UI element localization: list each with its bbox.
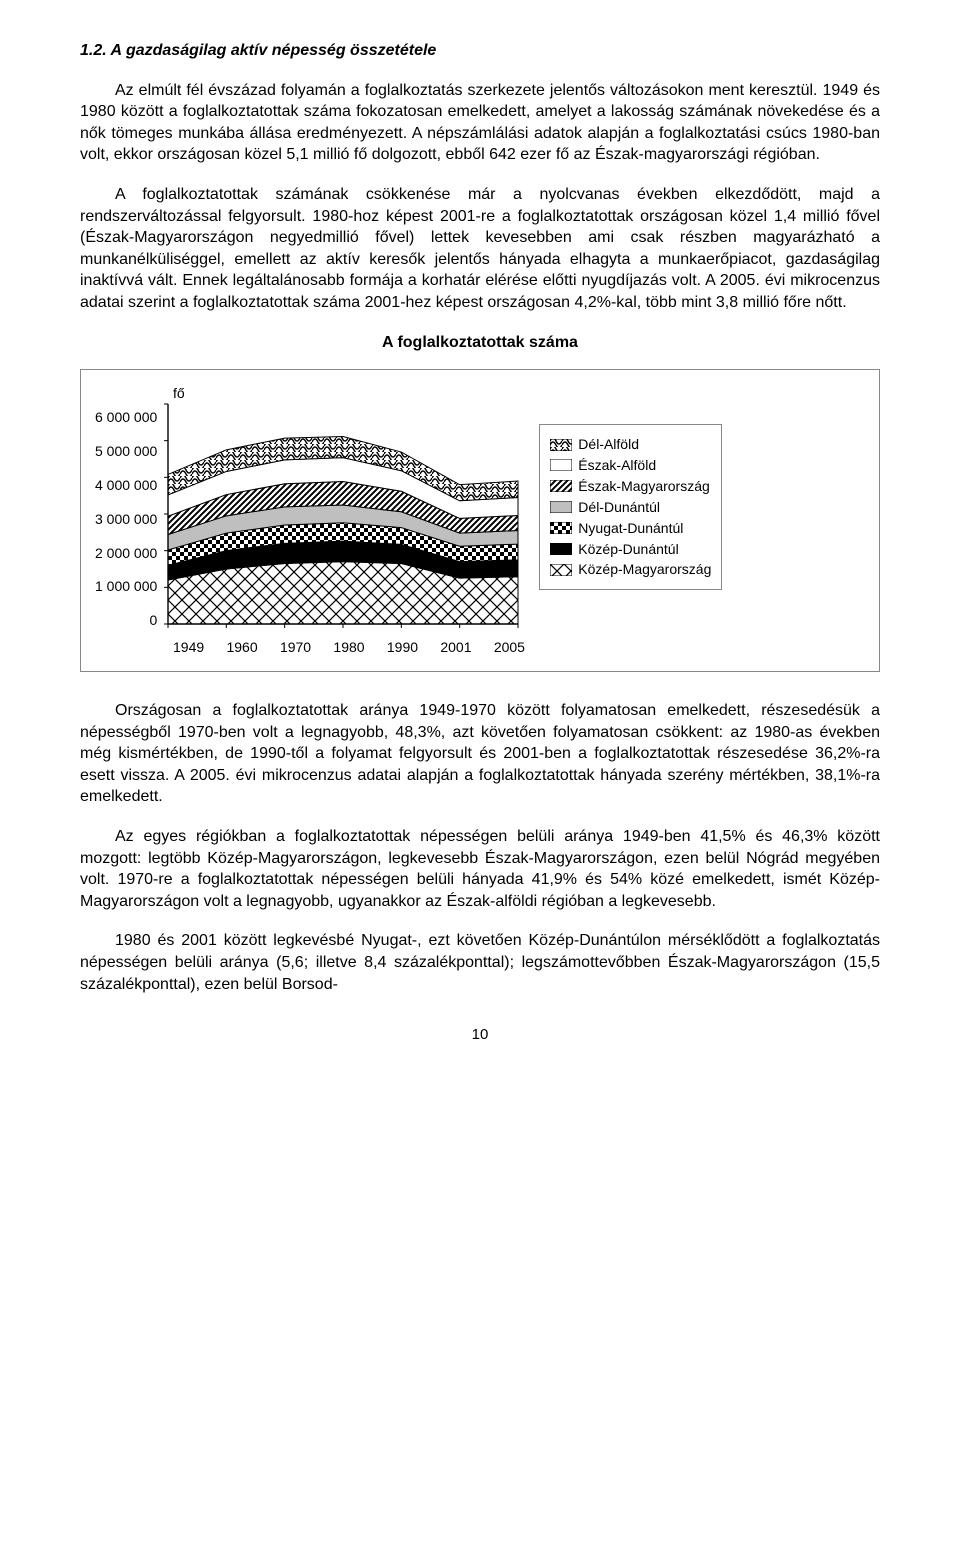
page-number: 10	[80, 1025, 880, 1045]
legend-label: Észak-Alföld	[578, 456, 656, 475]
legend-label: Dél-Dunántúl	[578, 498, 660, 517]
paragraph-2: A foglalkoztatottak számának csökkenése …	[80, 184, 880, 314]
legend-swatch	[550, 522, 572, 534]
x-tick-label: 1970	[280, 638, 311, 657]
y-tick-label: 4 000 000	[95, 476, 157, 495]
paragraph-4: Az egyes régiókban a foglalkoztatottak n…	[80, 826, 880, 912]
y-tick-label: 2 000 000	[95, 544, 157, 563]
legend-label: Észak-Magyarország	[578, 477, 710, 496]
legend-swatch	[550, 480, 572, 492]
legend-swatch	[550, 459, 572, 471]
chart-legend: Dél-Alföld Észak-Alföld Észak-Magyarország…	[539, 424, 722, 590]
y-axis-labels: 6 000 000 5 000 000 4 000 000 3 000 000 2 00…	[95, 402, 163, 630]
legend-swatch	[550, 564, 572, 576]
legend-swatch	[550, 501, 572, 513]
x-tick-label: 1980	[333, 638, 364, 657]
y-tick-label: 1 000 000	[95, 577, 157, 596]
chart-title: A foglalkoztatottak száma	[80, 332, 880, 354]
y-tick-label: 3 000 000	[95, 510, 157, 529]
legend-item: Észak-Alföld	[550, 456, 711, 475]
legend-item: Dél-Dunántúl	[550, 498, 711, 517]
y-tick-label: 5 000 000	[95, 442, 157, 461]
x-tick-label: 1990	[387, 638, 418, 657]
x-axis-labels: 1949 1960 1970 1980 1990 2001 2005	[95, 638, 525, 657]
x-tick-label: 2005	[494, 638, 525, 657]
legend-label: Közép-Dunántúl	[578, 540, 678, 559]
y-axis-unit: fő	[95, 384, 865, 402]
section-title: 1.2. A gazdaságilag aktív népesség össze…	[80, 40, 880, 62]
paragraph-1: Az elmúlt fél évszázad folyamán a foglal…	[80, 80, 880, 166]
x-tick-label: 2001	[440, 638, 471, 657]
x-tick-label: 1949	[173, 638, 204, 657]
legend-swatch	[550, 439, 572, 451]
y-tick-label: 0	[150, 611, 158, 630]
legend-label: Nyugat-Dunántúl	[578, 519, 683, 538]
legend-swatch	[550, 543, 572, 555]
paragraph-5: 1980 és 2001 között legkevésbé Nyugat-, …	[80, 930, 880, 995]
legend-item: Közép-Dunántúl	[550, 540, 711, 559]
paragraph-3: Országosan a foglalkoztatottak aránya 19…	[80, 700, 880, 808]
legend-item: Nyugat-Dunántúl	[550, 519, 711, 538]
legend-item: Észak-Magyarország	[550, 477, 711, 496]
stacked-area-plot	[163, 402, 523, 632]
legend-item: Dél-Alföld	[550, 435, 711, 454]
legend-label: Dél-Alföld	[578, 435, 639, 454]
chart-container: fő 6 000 000 5 000 000 4 000 000 3 000 000 2…	[80, 369, 880, 672]
legend-item: Közép-Magyarország	[550, 560, 711, 579]
legend-label: Közép-Magyarország	[578, 560, 711, 579]
y-tick-label: 6 000 000	[95, 408, 157, 427]
x-tick-label: 1960	[226, 638, 257, 657]
